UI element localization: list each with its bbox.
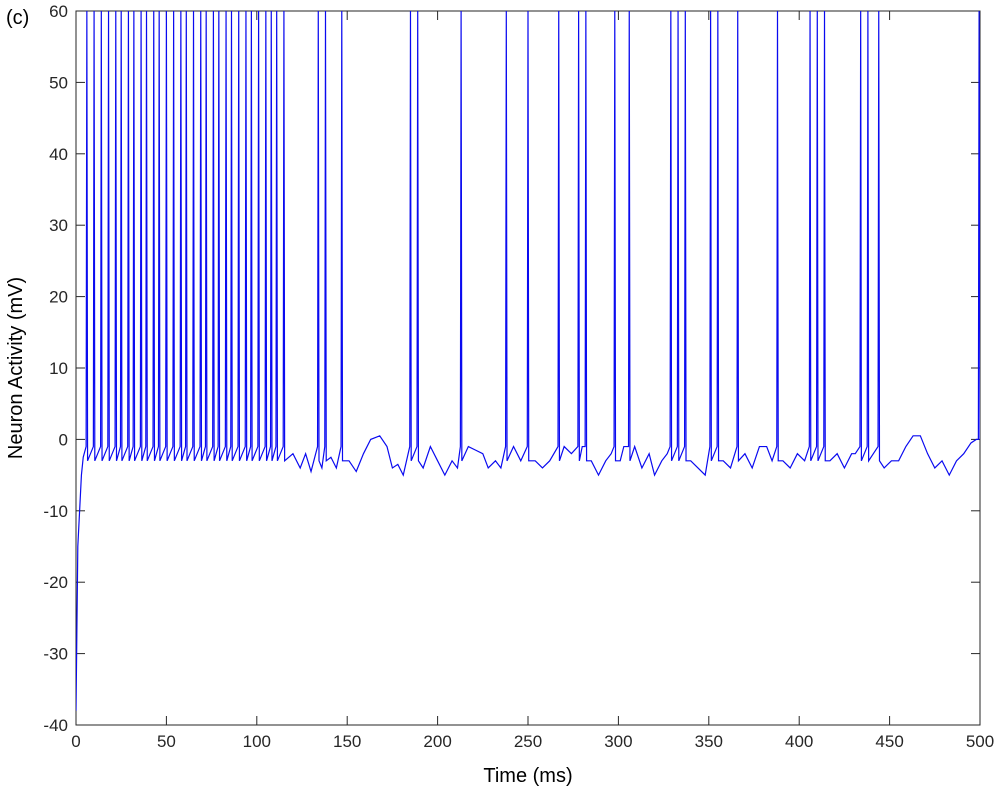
x-tick-label: 150 bbox=[333, 732, 361, 751]
x-tick-label: 450 bbox=[875, 732, 903, 751]
x-axis-label: Time (ms) bbox=[483, 765, 572, 787]
data-line bbox=[76, 11, 980, 711]
y-tick-label: 20 bbox=[49, 288, 68, 307]
y-tick-label: -40 bbox=[43, 716, 68, 735]
x-tick-label: 50 bbox=[157, 732, 176, 751]
y-axis-label: Neuron Activity (mV) bbox=[5, 277, 27, 459]
y-tick-label: 0 bbox=[59, 430, 68, 449]
panel-label: (c) bbox=[6, 7, 29, 29]
y-tick-label: 10 bbox=[49, 359, 68, 378]
x-tick-label: 100 bbox=[243, 732, 271, 751]
y-tick-label: -20 bbox=[43, 573, 68, 592]
y-tick-label: 30 bbox=[49, 216, 68, 235]
x-tick-label: 300 bbox=[604, 732, 632, 751]
x-tick-label: 250 bbox=[514, 732, 542, 751]
y-tick-label: 40 bbox=[49, 145, 68, 164]
y-tick-label: 50 bbox=[49, 73, 68, 92]
x-tick-label: 0 bbox=[71, 732, 80, 751]
x-tick-label: 350 bbox=[695, 732, 723, 751]
x-tick-label: 500 bbox=[966, 732, 994, 751]
y-tick-label: -10 bbox=[43, 502, 68, 521]
x-tick-label: 400 bbox=[785, 732, 813, 751]
x-tick-label: 200 bbox=[423, 732, 451, 751]
y-tick-label: 60 bbox=[49, 2, 68, 21]
y-tick-label: -30 bbox=[43, 645, 68, 664]
